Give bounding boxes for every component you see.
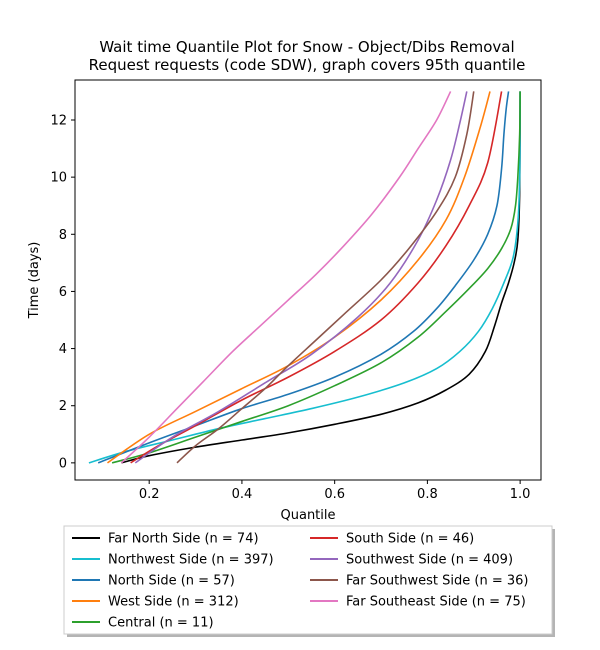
y-tick-label: 4 bbox=[59, 342, 67, 357]
x-tick-label: 0.6 bbox=[324, 487, 345, 502]
series-line-9 bbox=[120, 91, 452, 464]
x-tick-label: 0.4 bbox=[232, 487, 253, 502]
series-line-6 bbox=[130, 91, 503, 464]
legend-label: Central (n = 11) bbox=[108, 616, 214, 631]
legend-label: Far North Side (n = 74) bbox=[108, 532, 259, 547]
series-lines bbox=[88, 91, 521, 464]
x-tick-label: 0.2 bbox=[139, 487, 160, 502]
y-tick-label: 2 bbox=[59, 399, 67, 414]
x-tick-label: 0.8 bbox=[417, 487, 438, 502]
series-line-7 bbox=[134, 91, 468, 464]
y-tick-label: 6 bbox=[59, 285, 67, 300]
legend: Far North Side (n = 74) Northwest Side (n… bbox=[63, 525, 555, 637]
series-line-1 bbox=[121, 91, 521, 464]
chart-title: Wait time Quantile Plot for Snow - Objec… bbox=[99, 38, 514, 56]
series-line-8 bbox=[176, 91, 475, 464]
series-line-3 bbox=[97, 91, 510, 464]
series-line-5 bbox=[111, 91, 521, 464]
chart-subtitle: Request requests (code SDW), graph cover… bbox=[89, 56, 526, 74]
legend-label: Far Southwest Side (n = 36) bbox=[346, 574, 528, 589]
legend-label: Far Southeast Side (n = 75) bbox=[346, 595, 526, 610]
y-axis-ticks: 0 2 4 6 8 10 12 bbox=[50, 114, 75, 471]
legend-label: West Side (n = 312) bbox=[108, 595, 239, 610]
y-tick-label: 0 bbox=[59, 456, 67, 471]
x-axis-ticks: 0.2 0.4 0.6 0.8 1.0 bbox=[139, 480, 531, 502]
y-tick-label: 10 bbox=[50, 171, 67, 186]
legend-label: Northwest Side (n = 397) bbox=[108, 553, 274, 568]
x-axis-label: Quantile bbox=[281, 508, 336, 523]
y-tick-label: 8 bbox=[59, 228, 67, 243]
series-line-2 bbox=[88, 91, 521, 464]
legend-label: North Side (n = 57) bbox=[108, 574, 235, 589]
series-line-4 bbox=[107, 91, 491, 464]
plot-frame bbox=[74, 79, 542, 481]
y-axis-label: Time (days) bbox=[27, 242, 42, 320]
x-tick-label: 1.0 bbox=[510, 487, 531, 502]
legend-label: South Side (n = 46) bbox=[346, 532, 474, 547]
y-tick-label: 12 bbox=[50, 114, 67, 129]
legend-label: Southwest Side (n = 409) bbox=[346, 553, 513, 568]
plot-area bbox=[75, 80, 541, 480]
